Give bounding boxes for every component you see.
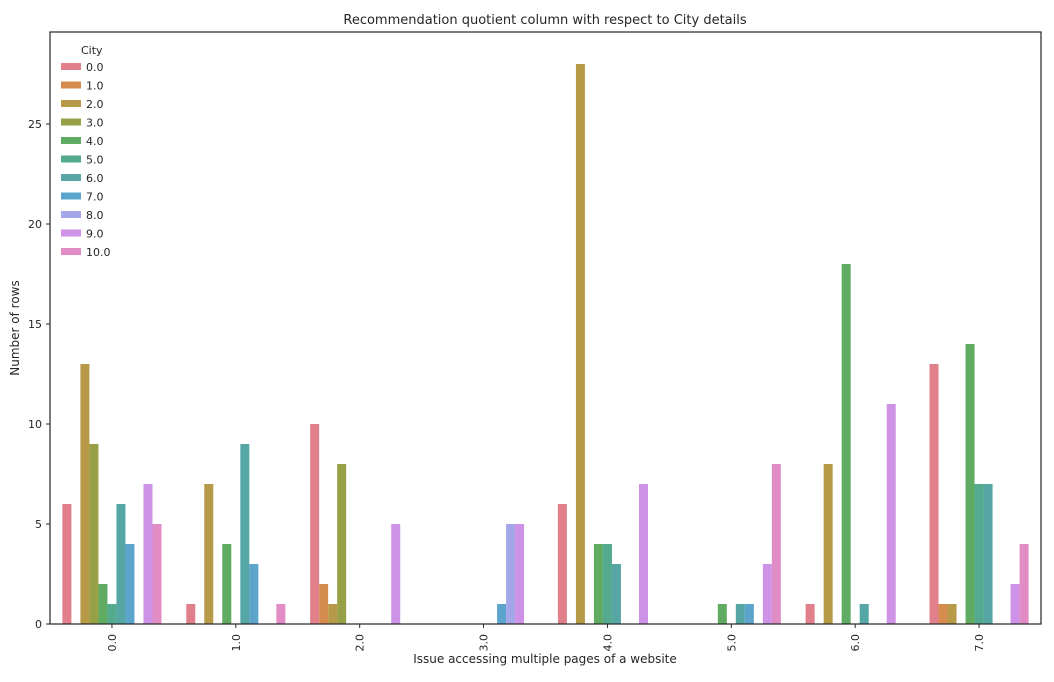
legend-label: 7.0 [86, 191, 104, 204]
x-tick-label: 0.0 [106, 634, 119, 652]
chart-title: Recommendation quotient column with resp… [343, 13, 746, 28]
y-tick-label: 0 [35, 618, 42, 631]
legend-label: 3.0 [86, 117, 104, 130]
bar-city-6.0-issue-5.0 [735, 604, 745, 624]
bar-city-5.0-issue-7.0 [974, 484, 984, 624]
bar-city-2.0-issue-1.0 [204, 484, 214, 624]
legend-swatch [61, 229, 81, 237]
legend-swatch [61, 118, 81, 126]
legend-label: 5.0 [86, 154, 104, 167]
x-tick-label: 2.0 [354, 634, 367, 652]
legend-label: 1.0 [86, 80, 104, 93]
legend-label: 2.0 [86, 98, 104, 111]
bar-city-2.0-issue-7.0 [947, 604, 957, 624]
legend-swatch [61, 211, 81, 218]
bar-city-9.0-issue-3.0 [515, 524, 525, 624]
bar-city-4.0-issue-7.0 [965, 344, 975, 624]
bar-city-0.0-issue-0.0 [62, 504, 72, 624]
bar-city-0.0-issue-1.0 [186, 604, 196, 624]
y-tick-label: 5 [35, 518, 42, 531]
bar-city-6.0-issue-6.0 [859, 604, 869, 624]
legend-swatch [61, 155, 81, 163]
bar-city-6.0-issue-7.0 [983, 484, 993, 624]
x-tick-label: 1.0 [230, 634, 243, 652]
legend-swatch [61, 81, 81, 89]
bar-city-6.0-issue-1.0 [240, 444, 250, 624]
bar-city-1.0-issue-7.0 [938, 604, 948, 624]
bar-city-2.0-issue-0.0 [80, 364, 90, 624]
legend-label: 9.0 [86, 228, 104, 241]
y-axis-label: Number of rows [8, 280, 22, 375]
bar-city-0.0-issue-7.0 [929, 364, 939, 624]
bar-city-4.0-issue-5.0 [717, 604, 727, 624]
bar-city-3.0-issue-0.0 [89, 444, 99, 624]
bar-city-10.0-issue-5.0 [771, 464, 781, 624]
legend-swatch [61, 248, 81, 255]
y-tick-label: 10 [28, 418, 42, 431]
x-tick-label: 6.0 [849, 634, 862, 652]
x-axis-label: Issue accessing multiple pages of a webs… [413, 652, 677, 666]
bar-city-6.0-issue-4.0 [611, 564, 621, 624]
bar-city-10.0-issue-7.0 [1019, 544, 1029, 624]
x-tick-label: 3.0 [478, 634, 491, 652]
bar-city-9.0-issue-5.0 [762, 564, 772, 624]
bar-city-8.0-issue-3.0 [506, 524, 516, 624]
x-tick-label: 4.0 [601, 634, 614, 652]
bar-city-4.0-issue-0.0 [98, 584, 108, 624]
legend-swatch [61, 63, 81, 70]
bar-city-0.0-issue-4.0 [557, 504, 567, 624]
legend-swatch [61, 100, 81, 107]
x-tick-label: 7.0 [973, 634, 986, 652]
bar-city-3.0-issue-2.0 [337, 464, 347, 624]
legend-swatch [61, 192, 81, 200]
legend-label: 8.0 [86, 209, 104, 222]
legend-label: 0.0 [86, 61, 104, 74]
bar-city-5.0-issue-0.0 [107, 604, 117, 624]
bar-city-9.0-issue-6.0 [886, 404, 896, 624]
bar-city-5.0-issue-4.0 [602, 544, 612, 624]
bar-city-2.0-issue-4.0 [575, 64, 585, 624]
bar-city-7.0-issue-1.0 [249, 564, 259, 624]
legend-swatch [61, 137, 81, 144]
x-tick-label: 5.0 [725, 634, 738, 652]
bar-city-1.0-issue-2.0 [319, 584, 329, 624]
legend-title: City [81, 44, 103, 57]
bar-city-7.0-issue-5.0 [744, 604, 754, 624]
bar-city-10.0-issue-1.0 [276, 604, 286, 624]
bar-city-4.0-issue-1.0 [222, 544, 232, 624]
legend: City 0.0 1.0 2.0 3.0 4.0 5.0 6.0 7.0 8.0 9.0 10.0 [61, 44, 111, 259]
bar-city-2.0-issue-6.0 [823, 464, 833, 624]
legend-swatch [61, 174, 81, 181]
y-tick-label: 25 [28, 118, 42, 131]
bar-city-10.0-issue-0.0 [152, 524, 162, 624]
bar-city-6.0-issue-0.0 [116, 504, 126, 624]
y-tick-label: 20 [28, 218, 42, 231]
bar-city-7.0-issue-0.0 [125, 544, 135, 624]
ticks-group: 0 5 10 15 20 25 0.0 1.0 2.0 3.0 4.0 5.0 6.0 7.0 [28, 118, 986, 652]
bar-city-9.0-issue-7.0 [1010, 584, 1020, 624]
bar-city-9.0-issue-2.0 [391, 524, 401, 624]
bar-city-4.0-issue-4.0 [593, 544, 603, 624]
bar-city-4.0-issue-6.0 [841, 264, 851, 624]
bar-city-0.0-issue-2.0 [310, 424, 320, 624]
legend-label: 10.0 [86, 246, 111, 259]
plot-frame [49, 31, 1042, 625]
bar-city-9.0-issue-0.0 [143, 484, 153, 624]
bar-city-2.0-issue-2.0 [328, 604, 338, 624]
bars-group [62, 64, 1029, 624]
bar-city-9.0-issue-4.0 [638, 484, 648, 624]
y-tick-label: 15 [28, 318, 42, 331]
bar-city-7.0-issue-3.0 [497, 604, 507, 624]
legend-label: 4.0 [86, 135, 104, 148]
legend-label: 6.0 [86, 172, 104, 185]
bar-city-0.0-issue-6.0 [805, 604, 815, 624]
